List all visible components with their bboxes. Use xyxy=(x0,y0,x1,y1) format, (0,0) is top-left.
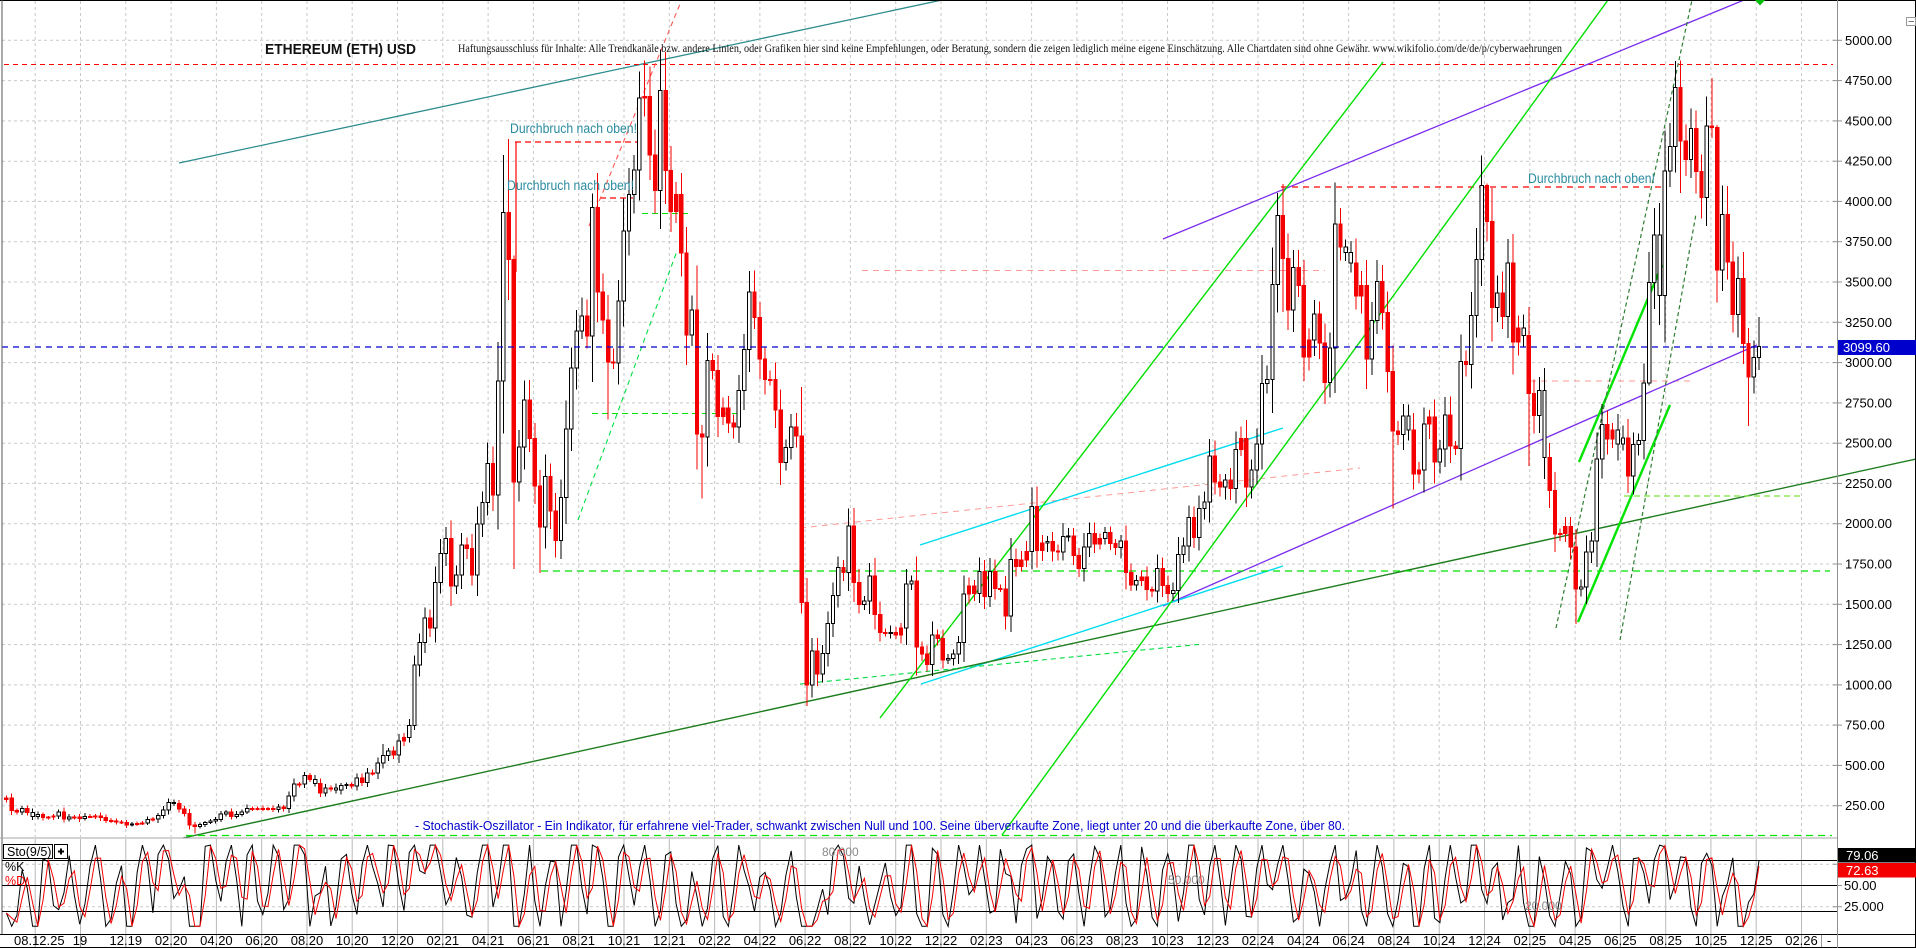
svg-text:10.24: 10.24 xyxy=(1423,933,1456,948)
svg-text:4500.00: 4500.00 xyxy=(1845,113,1892,128)
svg-text:06.23: 06.23 xyxy=(1061,933,1094,948)
svg-text:3750.00: 3750.00 xyxy=(1845,234,1892,249)
svg-text:2000.00: 2000.00 xyxy=(1845,516,1892,531)
svg-text:19: 19 xyxy=(73,933,87,948)
svg-text:08.22: 08.22 xyxy=(834,933,867,948)
svg-text:750.00: 750.00 xyxy=(1845,718,1885,733)
svg-text:08.24: 08.24 xyxy=(1378,933,1411,948)
svg-text:12.24: 12.24 xyxy=(1468,933,1501,948)
svg-text:3250.00: 3250.00 xyxy=(1845,315,1892,330)
svg-text:500.00: 500.00 xyxy=(1845,758,1885,773)
svg-text:5000.00: 5000.00 xyxy=(1845,33,1892,48)
svg-text:02.22: 02.22 xyxy=(698,933,731,948)
svg-text:Sto(9/5): Sto(9/5) xyxy=(7,845,51,859)
svg-text:50.000: 50.000 xyxy=(1168,873,1205,887)
svg-text:04.23: 04.23 xyxy=(1015,933,1048,948)
svg-text:4750.00: 4750.00 xyxy=(1845,73,1892,88)
svg-text:06.22: 06.22 xyxy=(789,933,822,948)
svg-text:06.25: 06.25 xyxy=(1604,933,1637,948)
svg-text:250.00: 250.00 xyxy=(1845,798,1885,813)
svg-text:Durchbruch nach oben!: Durchbruch nach oben! xyxy=(507,178,634,193)
svg-text:1000.00: 1000.00 xyxy=(1845,677,1892,692)
svg-text:12.21: 12.21 xyxy=(653,933,686,948)
svg-text:50.00: 50.00 xyxy=(1844,878,1877,893)
svg-text:-: - xyxy=(1827,933,1831,948)
svg-text:2750.00: 2750.00 xyxy=(1845,395,1892,410)
svg-text:12.23: 12.23 xyxy=(1197,933,1230,948)
svg-text:06.20: 06.20 xyxy=(245,933,278,948)
svg-text:02.21: 02.21 xyxy=(427,933,460,948)
svg-text:3500.00: 3500.00 xyxy=(1845,275,1892,290)
svg-text:02.26: 02.26 xyxy=(1785,933,1818,948)
svg-text:%K: %K xyxy=(5,860,25,874)
svg-text:04.20: 04.20 xyxy=(200,933,233,948)
svg-text:06.21: 06.21 xyxy=(517,933,550,948)
svg-text:20.000: 20.000 xyxy=(1525,899,1562,913)
svg-text:02.24: 02.24 xyxy=(1242,933,1275,948)
svg-text:- Stochastik-Oszillator - Ein: - Stochastik-Oszillator - Ein Indikator,… xyxy=(415,819,1345,833)
svg-text:04.24: 04.24 xyxy=(1287,933,1320,948)
svg-text:12.22: 12.22 xyxy=(925,933,958,948)
svg-text:12.25: 12.25 xyxy=(1740,933,1773,948)
svg-text:25.000: 25.000 xyxy=(1844,899,1884,914)
svg-text:2500.00: 2500.00 xyxy=(1845,436,1892,451)
svg-text:08.25: 08.25 xyxy=(1649,933,1682,948)
svg-text:1500.00: 1500.00 xyxy=(1845,597,1892,612)
svg-text:10.21: 10.21 xyxy=(608,933,641,948)
svg-text:08.21: 08.21 xyxy=(562,933,595,948)
svg-text:%D: %D xyxy=(5,874,25,888)
svg-text:79.06: 79.06 xyxy=(1846,848,1879,863)
svg-text:02.23: 02.23 xyxy=(970,933,1003,948)
svg-text:2250.00: 2250.00 xyxy=(1845,476,1892,491)
svg-text:80.000: 80.000 xyxy=(822,845,859,859)
svg-text:08.23: 08.23 xyxy=(1106,933,1139,948)
svg-text:72.63: 72.63 xyxy=(1846,863,1879,878)
svg-text:08.12.25: 08.12.25 xyxy=(14,933,65,948)
svg-text:04.22: 04.22 xyxy=(744,933,777,948)
svg-text:ETHEREUM (ETH) USD: ETHEREUM (ETH) USD xyxy=(265,42,416,58)
svg-text:06.24: 06.24 xyxy=(1332,933,1365,948)
svg-text:10.20: 10.20 xyxy=(336,933,369,948)
svg-text:02.25: 02.25 xyxy=(1514,933,1547,948)
svg-text:3000.00: 3000.00 xyxy=(1845,355,1892,370)
svg-text:08.20: 08.20 xyxy=(291,933,324,948)
svg-text:4250.00: 4250.00 xyxy=(1845,154,1892,169)
svg-text:4000.00: 4000.00 xyxy=(1845,194,1892,209)
svg-text:Durchbruch nach oben!: Durchbruch nach oben! xyxy=(510,121,637,136)
svg-text:10.25: 10.25 xyxy=(1695,933,1728,948)
svg-text:3099.60: 3099.60 xyxy=(1843,340,1890,355)
svg-text:02.20: 02.20 xyxy=(155,933,188,948)
svg-text:Durchbruch nach oben!: Durchbruch nach oben! xyxy=(1528,171,1655,186)
svg-text:1250.00: 1250.00 xyxy=(1845,637,1892,652)
svg-text:04.21: 04.21 xyxy=(472,933,505,948)
svg-text:04.25: 04.25 xyxy=(1559,933,1592,948)
svg-text:12.19: 12.19 xyxy=(110,933,143,948)
svg-text:12.20: 12.20 xyxy=(381,933,414,948)
svg-text:10.23: 10.23 xyxy=(1151,933,1184,948)
svg-text:10.22: 10.22 xyxy=(879,933,912,948)
svg-text:Haftungsausschluss für Inhalte: Haftungsausschluss für Inhalte: Alle Tre… xyxy=(458,43,1562,55)
svg-text:1750.00: 1750.00 xyxy=(1845,557,1892,572)
